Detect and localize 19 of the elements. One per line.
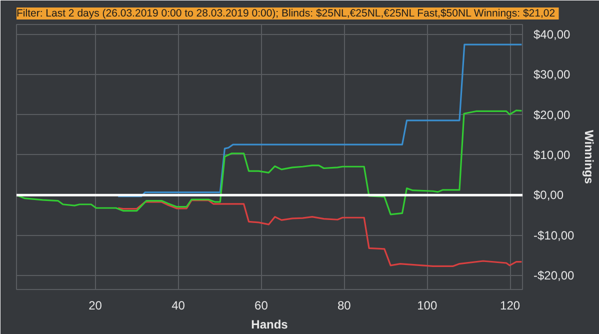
y-axis-title: Winnings (582, 130, 596, 184)
line-series (117, 200, 522, 268)
y-tick-label: $30,00 (534, 68, 571, 82)
y-tick-label: $10,00 (534, 148, 571, 162)
x-tick-label: 40 (172, 298, 186, 312)
chart-title: Filter: Last 2 days (26.03.2019 0:00 to 28.03.2019 0:00); Blinds: $25NL,€25NL,€25NL Fast,$50NL Winnings: $21,02 (16, 8, 556, 20)
y-tick-label: $40,00 (534, 28, 571, 42)
line-series (117, 44, 522, 198)
x-tick-label: 100 (417, 298, 438, 312)
y-tick-label: -$10,00 (534, 228, 575, 242)
x-axis-title: Hands (251, 318, 288, 332)
x-tick-label: 120 (500, 298, 520, 312)
x-tick-label: 20 (88, 298, 102, 312)
y-tick-label: $0,00 (534, 188, 564, 202)
y-tick-label: -$20,00 (534, 268, 575, 282)
x-tick-label: 80 (337, 298, 352, 312)
x-tick-label: 60 (254, 298, 268, 312)
line-series (16, 110, 522, 216)
y-tick-label: $20,00 (534, 108, 571, 122)
